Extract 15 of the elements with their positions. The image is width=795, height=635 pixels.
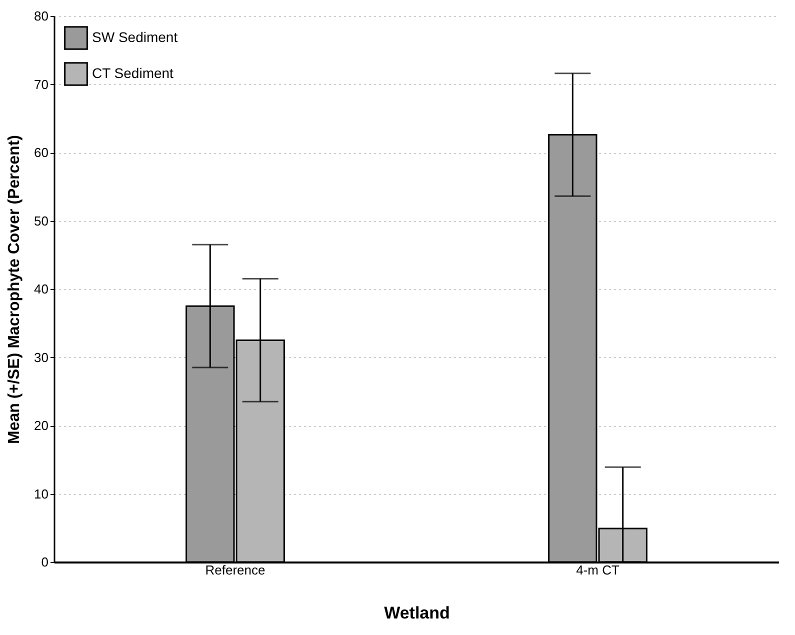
y-tick-label: 80 <box>34 8 48 24</box>
y-tick-label: 0 <box>41 554 48 570</box>
y-tick-label: 10 <box>34 486 48 502</box>
legend-label: SW Sediment <box>92 29 178 45</box>
x-tick-label: Reference <box>205 562 266 578</box>
y-tick-label: 40 <box>34 282 48 296</box>
legend-label: CT Sediment <box>92 65 174 81</box>
y-tick-label: 20 <box>34 418 48 433</box>
x-tick-label: 4-m CT <box>576 562 620 578</box>
x-axis-title: Wetland <box>384 604 450 622</box>
y-tick-label: 30 <box>34 350 48 365</box>
y-tick-label: 50 <box>34 213 48 228</box>
y-tick-label: 70 <box>34 76 48 92</box>
y-axis-title: Mean (+/SE) Macrophyte Cover (Percent) <box>6 135 24 444</box>
y-tick-label: 60 <box>34 145 48 160</box>
